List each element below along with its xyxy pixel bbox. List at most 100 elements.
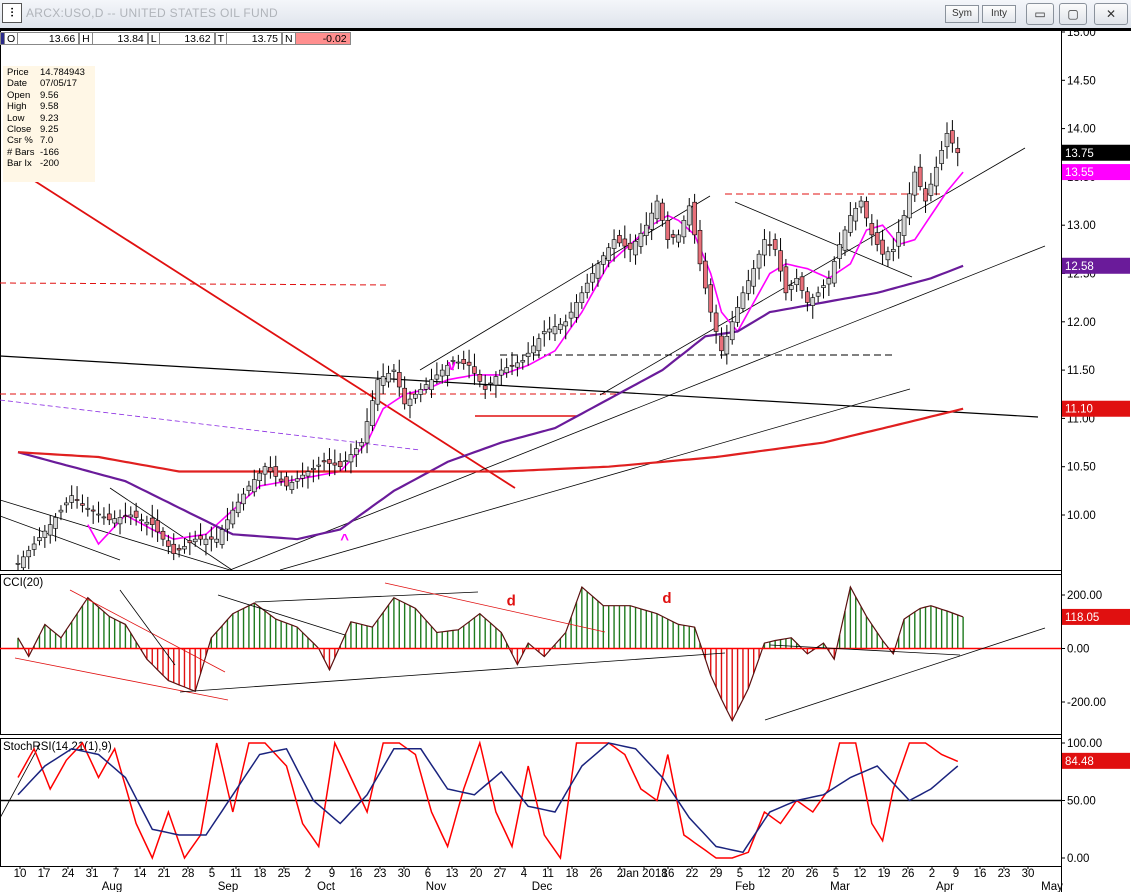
candle-body [853,207,859,222]
candle-body [209,536,214,540]
candle-body [149,517,155,525]
x-tick-label: 26 [590,868,603,880]
x-tick-label: 2 [617,868,623,880]
cci-y-tick-label: -200.00 [1067,697,1106,709]
price-tag-label: 11.10 [1065,404,1093,416]
candle-body [601,255,606,265]
candle-body [606,247,612,261]
sym-button[interactable]: Sym [945,5,979,23]
x-tick-label: 18 [566,868,579,880]
ohlc-open-value: 13.66 [17,32,80,45]
candle-body [466,361,472,366]
data-box-row: Bar Ix -200 [7,158,95,169]
candle-body [192,538,198,543]
price-tag [1062,257,1130,274]
candle-body [584,282,590,293]
ohlc-bar: O 13.66 H 13.84 L 13.62 T 13.75 N -0.02 [0,32,351,46]
candle-body [101,516,107,519]
candle-body [864,201,869,219]
candle-body [525,352,531,357]
x-tick-label: 19 [878,868,891,880]
candle-body [504,367,509,373]
app-icon[interactable]: ⫶ [2,3,22,23]
candle-body [251,479,257,493]
candle-body [289,482,295,490]
stochrsi-title: StochRSI(14,21(1),9) [3,741,112,753]
x-tick-label: 9 [329,868,335,880]
candle-body [708,284,714,313]
x-month-label: Feb [735,881,755,892]
x-tick-label: 12 [758,868,771,880]
x-tick-label: 11 [542,868,554,880]
ohlc-high-value: 13.84 [91,32,148,45]
candle-body [214,538,219,543]
x-tick-label: 4 [521,868,528,880]
candle-body [246,485,252,492]
candle-body [166,540,171,547]
inty-button[interactable]: Inty [982,5,1016,23]
chart-area[interactable]: 10.0010.5011.0011.5012.0012.5013.0013.50… [0,28,1131,892]
candle-body [423,384,429,390]
price-y-tick-label: 15.00 [1067,28,1096,39]
candle-body [848,215,853,233]
candle-body [541,331,547,335]
candle-body [123,515,128,518]
x-tick-label: 2 [305,868,311,880]
candle-body [327,459,332,464]
candle-body [380,376,386,386]
candle-body [826,278,832,285]
candle-body [69,495,74,503]
x-tick-label: 2 [929,868,935,880]
candle-body [58,509,64,513]
x-tick-label: 20 [782,868,795,880]
candle-body [461,359,467,364]
price-tag [1062,144,1130,161]
cci-annotation: d [662,590,671,607]
candle-body [96,513,101,516]
candle-body [627,242,633,250]
price-tag [1062,400,1130,417]
candle-body [316,464,322,467]
candle-body [348,454,354,463]
x-tick-label: 12 [854,868,867,880]
candle-body [944,133,950,148]
cci-y-tick-label: 200.00 [1067,590,1102,602]
trend-line [0,499,231,570]
x-tick-label: 26 [902,868,915,880]
candle-body [225,519,230,530]
data-box-label: Csr % [7,135,33,147]
restore-button[interactable]: ▢ [1059,3,1087,25]
trend-line [109,487,233,570]
x-month-label: Aug [102,881,122,892]
candle-body [901,215,907,236]
candle-body [21,556,26,569]
candle-body [740,292,746,309]
candle-body [681,220,687,238]
candle-body [402,387,407,405]
candle-body [950,130,955,144]
candle-body [633,241,638,256]
candle-body [364,421,370,444]
candle-body [719,335,724,352]
candle-body [660,202,665,221]
candle-body [257,472,262,481]
moving-average-line [17,264,964,541]
data-box-row: Csr % 7.0 [7,135,95,146]
data-box-label: Close [7,124,32,136]
minimize-button[interactable]: ▭ [1026,3,1054,25]
data-box-value: 07/05/17 [40,78,77,90]
ohlc-low-label: L [147,32,159,45]
x-tick-label: 18 [254,868,267,880]
ohlc-close-label: T [214,32,227,45]
candle-body [311,468,316,470]
close-button[interactable]: ✕ [1094,3,1128,25]
x-tick-label: 23 [998,868,1011,880]
trend-line [0,355,1039,418]
candle-body [536,338,542,352]
candle-body [724,335,730,355]
candle-body [923,188,928,202]
candle-body [563,321,569,327]
candle-body [955,148,961,154]
candle-body [139,519,144,522]
candle-body [413,393,418,399]
